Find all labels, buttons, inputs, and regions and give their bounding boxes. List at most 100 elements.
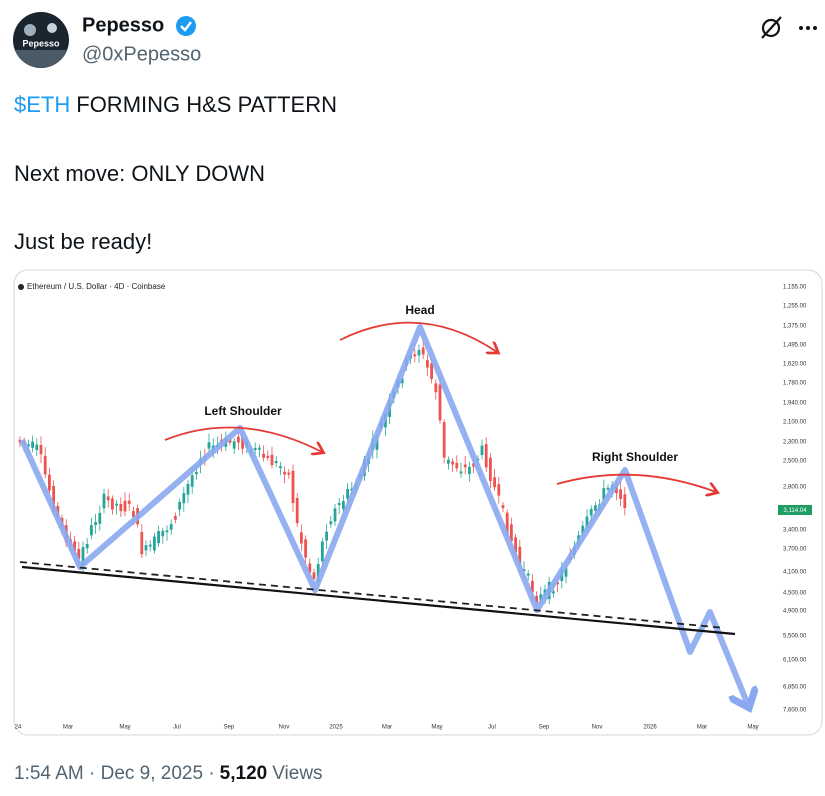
candle-body: [556, 582, 559, 585]
candle-body: [258, 447, 261, 450]
candle-body: [518, 546, 522, 565]
candle-body: [489, 457, 492, 481]
last-price-tag: [778, 505, 812, 515]
price-label: 6,850.00: [783, 685, 807, 691]
candle-body: [144, 545, 148, 551]
candle-body: [484, 444, 488, 468]
candle-body: [501, 505, 505, 509]
tweet-line: Just be ready!: [14, 229, 152, 254]
candle-body: [623, 494, 627, 509]
avatar[interactable]: Pepesso: [13, 12, 69, 70]
arc-arrow: [164, 426, 322, 453]
candle-body: [522, 569, 526, 572]
candle-body: [94, 522, 97, 526]
candle-body: [615, 485, 618, 494]
candle-body: [472, 463, 475, 467]
price-label: 1,375.00: [783, 324, 807, 330]
avatar-text: Pepesso: [22, 38, 60, 48]
time-label: Mar: [697, 725, 707, 731]
arc-arrow: [339, 321, 497, 352]
candle-body: [346, 489, 349, 499]
coin-icon: [18, 284, 24, 290]
candle-body: [232, 441, 236, 449]
candle-body: [182, 493, 186, 504]
candle-body: [413, 354, 417, 357]
price-label: 6,100.00: [783, 658, 807, 664]
candle-body: [77, 548, 81, 559]
candle-body: [27, 444, 30, 447]
price-label: 1,255.00: [783, 304, 807, 310]
candle-body: [287, 472, 291, 475]
candle-body: [102, 493, 106, 509]
candle-body: [594, 505, 597, 511]
candle-body: [459, 471, 463, 474]
annotation: Head: [405, 303, 434, 317]
candle-body: [455, 462, 459, 469]
candle-body: [321, 541, 324, 562]
timestamp: 1:54 AM · Dec 9, 2025 · 5,120 Views: [14, 763, 323, 784]
candle-body: [270, 454, 274, 466]
candle-body: [195, 471, 198, 475]
candle-body: [426, 360, 429, 368]
candle-body: [442, 422, 446, 458]
candle-body: [342, 501, 345, 510]
candle-body: [190, 475, 194, 487]
candle-body: [127, 500, 131, 504]
candle-body: [535, 595, 538, 603]
candle-body: [585, 516, 589, 528]
candle-body: [148, 544, 152, 547]
candle-body: [480, 445, 484, 455]
candle-body: [350, 488, 354, 491]
cashtag[interactable]: $ETH: [14, 92, 70, 117]
time-label: Mar: [382, 725, 392, 731]
candle-body: [510, 524, 513, 542]
candle-body: [283, 471, 286, 475]
views-label: Views: [272, 763, 322, 784]
candle-body: [52, 485, 55, 512]
price-label: 1,495.00: [783, 343, 807, 349]
candle-body: [539, 594, 543, 601]
price-label: 4,100.00: [783, 570, 807, 576]
candle-body: [564, 567, 568, 577]
author-handle[interactable]: @0xPepesso: [82, 43, 201, 65]
verified-badge: [176, 16, 196, 36]
candle-body: [73, 541, 76, 551]
candle-body: [274, 461, 278, 464]
candle-body: [262, 453, 265, 458]
candle-body: [279, 466, 282, 469]
author-name[interactable]: Pepesso: [82, 14, 164, 36]
candle-body: [178, 501, 181, 510]
neckline: [21, 565, 736, 636]
candle-body: [400, 378, 404, 384]
candle-body: [253, 447, 257, 450]
price-label: 2,500.00: [783, 459, 807, 465]
time-label: Mar: [63, 725, 73, 731]
timestamp-text[interactable]: 1:54 AM · Dec 9, 2025 ·: [14, 763, 215, 784]
candle-body: [295, 498, 299, 524]
candle-body: [98, 512, 102, 524]
views-count: 5,120: [220, 763, 268, 784]
time-label: Nov: [592, 725, 603, 731]
candle-body: [451, 461, 454, 465]
more-icon[interactable]: [799, 26, 817, 30]
chart-image[interactable]: Ethereum / U.S. Dollar · 4D · Coinbase L…: [13, 269, 823, 736]
candle-body: [48, 474, 51, 491]
candle-body: [241, 437, 244, 449]
candle-body: [619, 489, 622, 499]
candle-body: [140, 532, 144, 555]
candle-body: [468, 466, 471, 475]
candle-body: [333, 508, 337, 522]
candle-body: [39, 445, 43, 455]
time-label: 24: [15, 725, 22, 731]
candle-body: [153, 536, 156, 551]
candle-body: [447, 459, 450, 464]
candle-body: [531, 580, 534, 593]
price-label: 3,400.00: [783, 528, 807, 534]
candle-body: [308, 563, 312, 573]
price-label: 4,500.00: [783, 591, 807, 597]
grok-icon[interactable]: [761, 16, 782, 39]
price-label: 1,155.00: [783, 285, 807, 291]
candle-body: [207, 442, 211, 449]
